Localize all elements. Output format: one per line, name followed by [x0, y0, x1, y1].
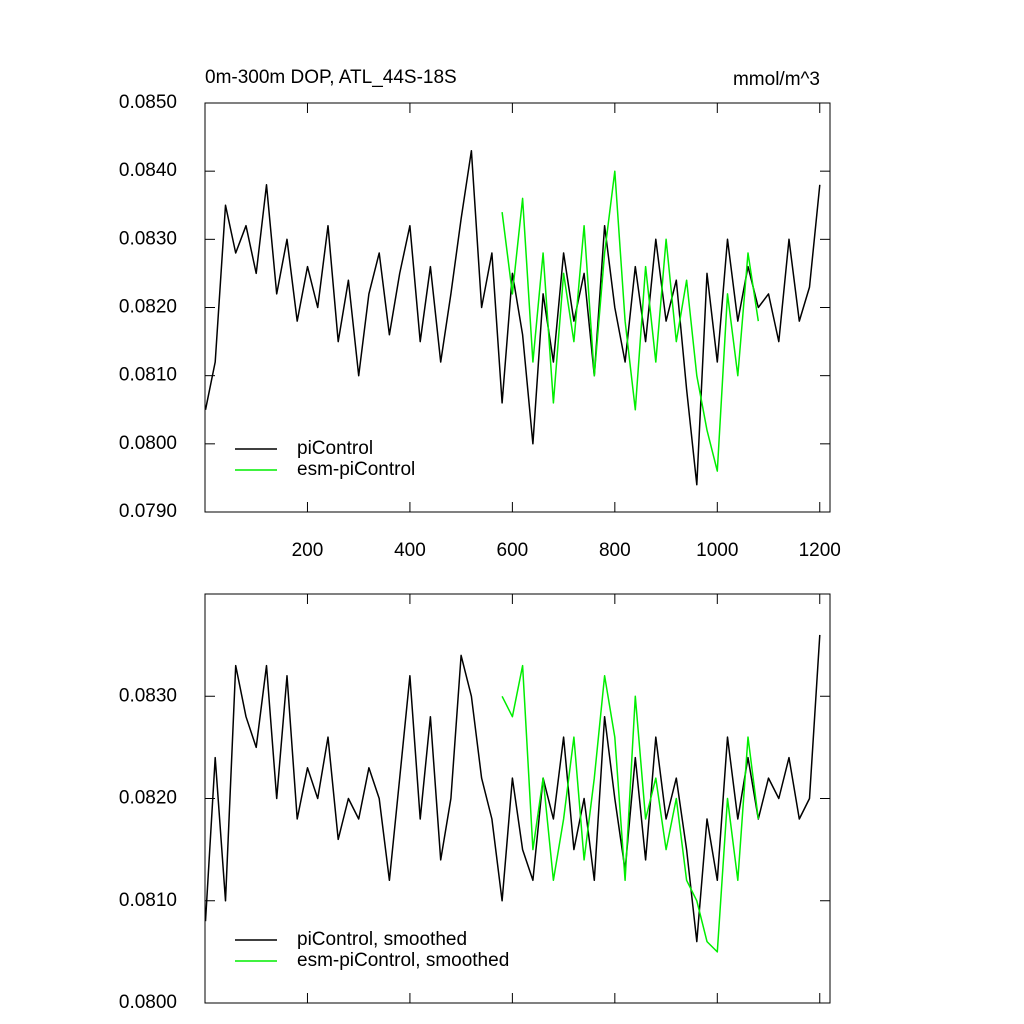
- legend-label: esm-piControl, smoothed: [297, 950, 509, 971]
- x-tick-label: 1200: [799, 540, 841, 561]
- y-tick-label: 0.0840: [119, 160, 177, 181]
- y-tick-label: 0.0800: [119, 992, 177, 1013]
- data-line: [204, 634, 821, 943]
- legend-label: piControl, smoothed: [297, 929, 467, 950]
- data-line: [501, 170, 760, 472]
- x-tick-label: 400: [394, 540, 426, 561]
- legend-label: piControl: [297, 438, 373, 459]
- legend-label: esm-piControl: [297, 459, 415, 480]
- x-tick-label: 200: [292, 540, 324, 561]
- y-tick-label: 0.0800: [119, 433, 177, 454]
- x-tick-label: 1000: [696, 540, 738, 561]
- chart-title: 0m-300m DOP, ATL_44S-18S: [205, 67, 457, 88]
- y-tick-label: 0.0790: [119, 501, 177, 522]
- y-tick-label: 0.0820: [119, 297, 177, 318]
- y-tick-label: 0.0830: [119, 685, 177, 706]
- y-tick-label: 0.0820: [119, 788, 177, 809]
- x-tick-label: 800: [599, 540, 631, 561]
- x-tick-label: 600: [497, 540, 529, 561]
- y-tick-label: 0.0830: [119, 228, 177, 249]
- data-line: [501, 664, 760, 953]
- units-label: mmol/m^3: [733, 69, 820, 90]
- y-tick-label: 0.0810: [119, 365, 177, 386]
- data-line: [204, 149, 821, 486]
- y-tick-label: 0.0850: [119, 92, 177, 113]
- y-tick-label: 0.0810: [119, 890, 177, 911]
